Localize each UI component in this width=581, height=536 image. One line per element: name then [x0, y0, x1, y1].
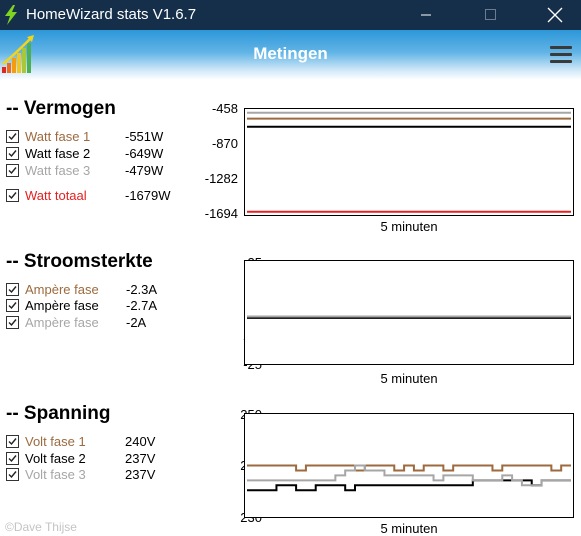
series-value: -2A — [126, 315, 147, 330]
series-value: -1679W — [125, 188, 171, 203]
series-value: -649W — [125, 146, 164, 161]
maximize-icon — [485, 9, 496, 20]
series-value: 237V — [125, 467, 156, 482]
y-tick-label: -1694 — [204, 206, 238, 221]
copyright-text: ©Dave Thijse — [5, 520, 77, 534]
checkmark-icon — [8, 167, 17, 175]
checkmark-icon — [8, 150, 17, 158]
window-titlebar: HomeWizard stats V1.6.7 — [0, 0, 581, 30]
y-tick-label: -458 — [211, 101, 238, 116]
series-line — [247, 464, 571, 487]
x-axis-label: 5 minuten — [380, 219, 438, 234]
bar-chart-logo — [2, 35, 34, 73]
series-label: Ampère fase — [25, 282, 99, 297]
series-label: Volt fase 2 — [25, 451, 86, 466]
series-checkbox[interactable] — [6, 283, 19, 296]
series-value: -2.7A — [126, 298, 158, 313]
series-value: -479W — [125, 163, 164, 178]
series-checkbox[interactable] — [6, 435, 19, 448]
series-value: 237V — [125, 451, 156, 466]
window-title: HomeWizard stats V1.6.7 — [26, 6, 197, 23]
section-title-vermogen: -- Vermogen — [6, 98, 116, 119]
chart-stroomsterkte — [244, 260, 574, 365]
series-checkbox[interactable] — [6, 164, 19, 177]
checkmark-icon — [8, 471, 17, 479]
series-label: Ampère fase — [25, 298, 99, 313]
series-value: 240V — [125, 434, 156, 449]
y-tick-label: -1282 — [204, 171, 238, 186]
section-title-stroomsterkte: -- Stroomsterkte — [6, 251, 153, 272]
y-tick-label: -870 — [211, 136, 238, 151]
series-line — [247, 464, 571, 472]
chart-vermogen-plot — [247, 111, 571, 213]
checkmark-icon — [8, 319, 17, 327]
checkmark-icon — [8, 438, 17, 446]
chart-spanning — [244, 413, 574, 518]
checkmark-icon — [8, 302, 17, 310]
close-button[interactable] — [531, 0, 577, 30]
series-value: -2.3A — [126, 282, 158, 297]
minimize-button[interactable] — [403, 0, 449, 30]
minimize-icon — [421, 14, 431, 16]
series-label: Volt fase 1 — [25, 434, 86, 449]
maximize-button[interactable] — [467, 0, 513, 30]
chart-stroomsterkte-plot — [247, 315, 571, 319]
series-checkbox[interactable] — [6, 452, 19, 465]
hamburger-menu-icon[interactable] — [550, 46, 572, 66]
series-checkbox[interactable] — [6, 299, 19, 312]
checkmark-icon — [8, 192, 17, 200]
series-checkbox[interactable] — [6, 316, 19, 329]
series-line — [247, 479, 571, 492]
chart-vermogen — [244, 108, 574, 216]
lightning-icon — [5, 5, 17, 25]
x-axis-label: 5 minuten — [380, 521, 438, 536]
series-checkbox[interactable] — [6, 147, 19, 160]
checkmark-icon — [8, 133, 17, 141]
series-label: Watt fase 2 — [25, 146, 91, 161]
series-checkbox[interactable] — [6, 130, 19, 143]
series-label: Watt fase 3 — [25, 163, 91, 178]
series-checkbox[interactable] — [6, 468, 19, 481]
close-icon — [547, 7, 563, 23]
checkmark-icon — [8, 286, 17, 294]
page-title: Metingen — [253, 44, 328, 63]
series-label: Volt fase 3 — [25, 467, 86, 482]
section-title-spanning: -- Spanning — [6, 403, 111, 424]
series-checkbox[interactable] — [6, 189, 19, 202]
series-label: Ampère fase — [25, 315, 99, 330]
series-label: Watt totaal — [25, 188, 87, 203]
checkmark-icon — [8, 455, 17, 463]
chart-spanning-plot — [247, 464, 571, 492]
app-header: Metingen — [0, 30, 581, 80]
series-label: Watt fase 1 — [25, 129, 91, 144]
x-axis-label: 5 minuten — [380, 371, 438, 386]
series-value: -551W — [125, 129, 164, 144]
